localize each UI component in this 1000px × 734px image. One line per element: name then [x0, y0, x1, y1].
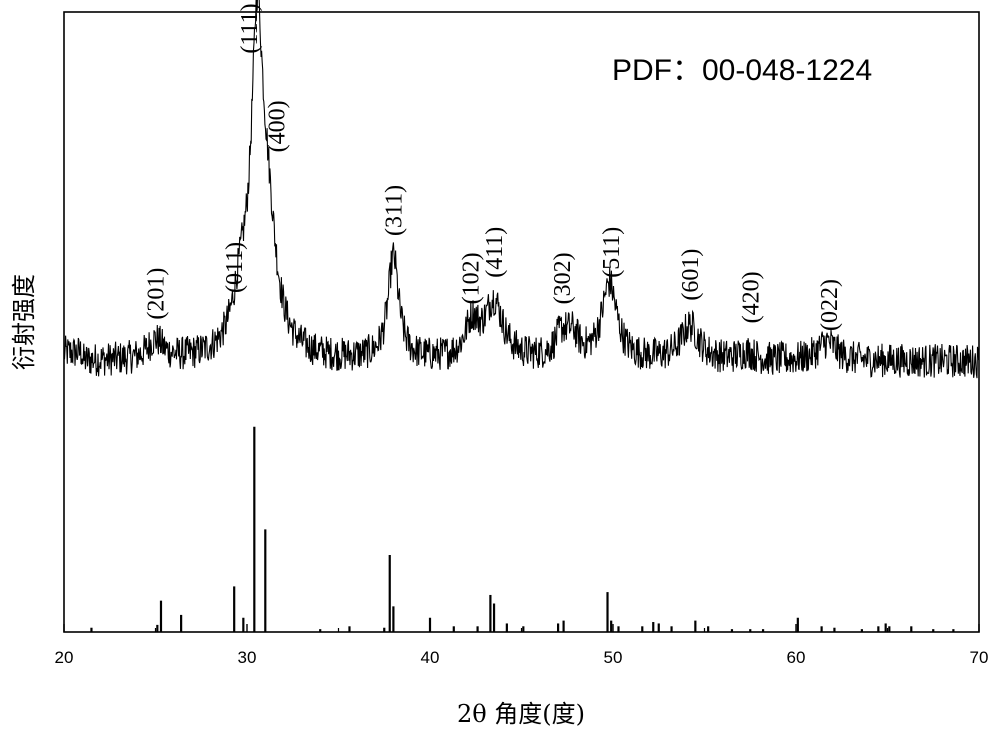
peak-label-3: (400): [264, 100, 290, 152]
x-tick-label-60: 60: [787, 648, 806, 667]
x-tick-label-40: 40: [421, 648, 440, 667]
y-axis-title: 衍射强度: [10, 274, 38, 370]
peak-labels: (201) (011) (111) (400) (311) (102)(411) (302)…: [144, 3, 843, 331]
x-axis-ticks: 20 30 40 50 60 70: [55, 624, 989, 667]
peak-label-4: (311): [381, 185, 407, 236]
reference-pattern: [90, 426, 955, 632]
xrd-pattern-line: [63, 0, 980, 379]
reference-card-label: PDF：00-048-1224: [612, 54, 872, 87]
peak-label-5: (102): [458, 252, 484, 304]
plot-area: (201) (011) (111) (400) (311) (102)(411) (302)…: [55, 0, 989, 667]
peak-label-6: (411): [482, 227, 508, 278]
x-axis-title: 2θ 角度(度): [457, 700, 585, 728]
peak-label-9: (601): [678, 249, 704, 301]
peak-label-1: (011): [222, 242, 248, 293]
peak-label-2: (111): [237, 3, 263, 53]
peak-label-0: (201): [144, 268, 170, 320]
peak-label-11: (022): [817, 279, 843, 331]
x-tick-label-20: 20: [55, 648, 74, 667]
peak-label-10: (420): [738, 271, 764, 323]
x-tick-label-30: 30: [238, 648, 257, 667]
peak-label-7: (302): [550, 252, 576, 304]
x-tick-label-70: 70: [970, 648, 989, 667]
peak-label-8: (511): [599, 227, 625, 278]
x-tick-label-50: 50: [604, 648, 623, 667]
